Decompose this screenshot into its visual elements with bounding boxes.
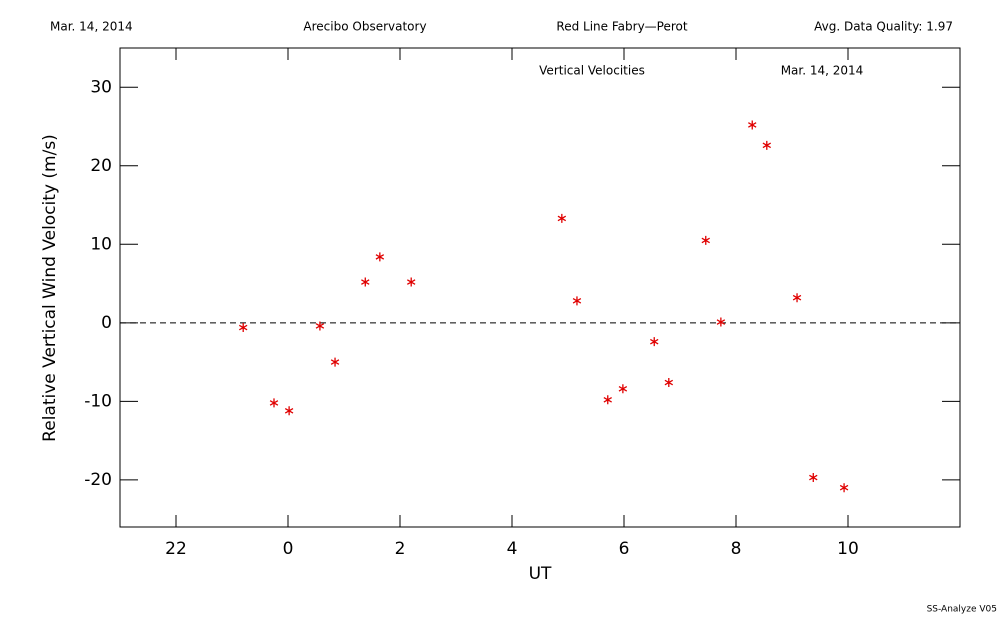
- data-point: [618, 384, 628, 394]
- data-point: [762, 140, 772, 150]
- data-point: [284, 406, 294, 416]
- x-tick-label: 22: [165, 539, 187, 559]
- plot-frame: [119, 47, 961, 528]
- data-point: [701, 235, 710, 245]
- data-point: [361, 277, 370, 287]
- header-instrument: Red Line Fabry—Perot: [556, 20, 687, 34]
- x-tick-label: 2: [395, 539, 406, 559]
- y-tick-label: 0: [101, 313, 112, 333]
- data-point: [572, 296, 582, 306]
- footer: SS-Analyze V05: [927, 605, 997, 615]
- y-tick-label: -10: [84, 391, 112, 411]
- data-point: [792, 293, 802, 303]
- data-point: [664, 378, 674, 388]
- data-point: [406, 277, 416, 287]
- y-tick-label: 20: [90, 156, 112, 176]
- y-tick-label: 10: [90, 234, 112, 254]
- x-tick-label: 6: [619, 539, 630, 559]
- data-point: [748, 120, 757, 130]
- data-point: [557, 213, 567, 223]
- header-quality: Avg. Data Quality: 1.97: [814, 20, 953, 34]
- header-site: Arecibo Observatory: [303, 20, 426, 34]
- data-point: [330, 357, 340, 367]
- data-point: [315, 321, 325, 331]
- data-point: [238, 323, 248, 333]
- data-point: [839, 483, 849, 493]
- chart-title: Vertical Velocities: [539, 64, 645, 78]
- x-tick-label: 0: [283, 539, 294, 559]
- data-point: [716, 317, 726, 327]
- data-point: [603, 395, 612, 405]
- y-axis-label: Relative Vertical Wind Velocity (m/s): [40, 134, 60, 442]
- x-tick-label: 10: [837, 539, 859, 559]
- data-point: [650, 337, 659, 347]
- data-point: [375, 252, 385, 262]
- x-tick-label: 8: [731, 539, 742, 559]
- chart-subtitle: Mar. 14, 2014: [781, 64, 864, 78]
- x-axis-label: UT: [529, 564, 552, 584]
- data-point: [269, 398, 279, 408]
- data-point: [809, 473, 818, 483]
- x-tick-label: 4: [507, 539, 518, 559]
- header-date: Mar. 14, 2014: [50, 20, 133, 34]
- y-tick-label: 30: [90, 77, 112, 97]
- y-tick-label: -20: [84, 470, 112, 490]
